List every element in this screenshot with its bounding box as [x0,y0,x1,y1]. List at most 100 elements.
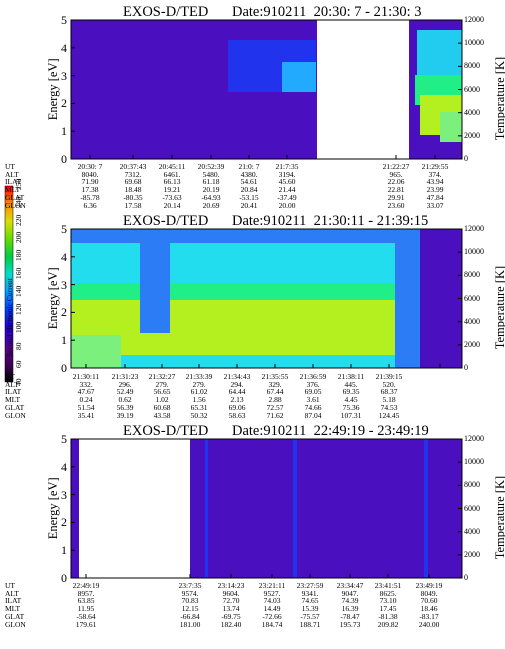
panel-3-cell-ilat: 63.85 [77,596,95,606]
panel-1-title-left: EXOS-D/TED [123,4,209,20]
panel-3-row-label-ilat: ILAT [5,596,22,606]
panel-2-cell-mlt: 3.61 [306,395,320,405]
panel-3-y2tick-label: 2000 [464,549,480,559]
panel-3-cell-glat: -81.38 [378,611,398,621]
panel-1-cell-ut: 21:0: 7 [238,162,260,171]
panel-3-cell-mlt: 16.39 [341,604,359,614]
panel-2-cell-glon: 35.41 [77,410,95,420]
panel-1-cell-glon: 20.00 [278,200,296,210]
panel-1-y2tick-label: 0 [464,154,468,163]
panel-1-y2tick-label: 8000 [464,61,480,71]
panel-3-cell-ilat: 74.39 [341,596,359,606]
panel-2-cell-glon: 124.45 [378,410,400,420]
panel-2-cell-ut: 21:35:55 [261,372,289,381]
panel-2-ytick-label: 5 [61,222,67,236]
panel-3-cell-glon: 195.73 [339,619,361,629]
panel-2-y2tick-label: 0 [464,363,468,372]
panel-2-cell-ilat: 56.65 [153,387,171,397]
panel-1-cell-alt: 5480. [202,169,220,179]
panel-2-yellow-band [71,300,401,355]
colorbar-tick-label: 220 [14,214,23,226]
panel-3-ytick-label: 5 [61,432,67,446]
panel-3-cell-glat: -78.47 [340,611,360,621]
panel-2-cell-alt: 279. [192,379,206,389]
panel-2-cell-mlt: 2.88 [268,395,282,405]
panel-1-cell-ilat: 54.61 [240,177,258,187]
panel-2-ytick-label: 4 [61,249,67,264]
panel-3-left-band [71,439,79,578]
colorbar-tick-label: 140 [14,285,23,297]
panel-3-cell-alt: 9047. [341,588,359,598]
panel-1-cell-glat: -73.63 [162,192,182,202]
panel-3-line-c [424,439,428,578]
panel-1-cell-glat: -37.49 [277,192,297,202]
panel-2-blue-top [71,229,462,243]
panel-3-cell-alt: 9604. [222,588,240,598]
panel-1-cell-mlt: 23.99 [426,185,444,195]
panel-1-cell-mlt: 22.81 [387,185,405,195]
panel-1-y2tick-label: 2000 [464,130,480,140]
panel-1-cell-ut: 20:45:11 [158,162,186,171]
panel-2-cell-alt: 294. [230,379,244,389]
panel-1-cell-ilat: 66.13 [163,177,181,187]
panel-1-cell-ut: 21:29:55 [421,162,449,171]
panel-3-cell-glon: 209.82 [377,619,399,629]
panel-1-cell-mlt: 18.48 [124,185,142,195]
panel-2-green-left [71,335,121,368]
panel-3-y2tick-label: 12000 [464,434,484,443]
panel-3-cell-alt: 9527. [263,588,281,598]
panel-3-cell-glon: 184.74 [261,619,283,629]
panel-2-cell-ilat: 69.05 [304,387,322,397]
panel-3-ytick-label: 3 [61,487,67,502]
panel-3-cell-ut: 22:49:19 [72,581,100,590]
panel-2-cell-ut: 21:33:39 [185,372,213,381]
panel-2-cell-alt: 279. [155,379,169,389]
panel-3-cell-glon: 188.71 [299,619,321,629]
panel-2-cell-alt: 445. [344,379,358,389]
panel-3-y2tick-label: 4000 [464,526,480,536]
panel-2-cell-glat: 75.36 [342,402,360,412]
colorbar-tick-label: 160 [14,267,23,280]
panel-1-ytick-label: 3 [61,68,67,83]
panel-2-y2tick-label: 12000 [464,224,484,233]
panel-3-cell-ilat: 70.83 [181,596,199,606]
panel-1-cell-glat: 29.91 [387,192,405,202]
panel-3-line-a [205,439,208,578]
panel-3-cell-mlt: 18.46 [420,604,438,614]
panel-1-cell-alt: 7312. [124,169,142,179]
panel-3-cell-glat: -66.84 [180,611,200,621]
panel-2-cell-ilat: 47.67 [77,387,95,397]
panel-3-cell-glon: 179.61 [75,619,97,629]
panel-3-y2tick-label: 6000 [464,503,480,513]
panel-1-y2tick-label: 10000 [464,38,484,48]
panel-2-y2tick-label: 10000 [464,247,484,257]
panel-3-cell-ilat: 70.60 [420,596,438,606]
panel-1-cell-ilat: 61.18 [202,177,220,187]
panel-1-cell-glon: 20.14 [163,200,181,210]
panel-3-y2tick-label: 0 [464,573,468,582]
panel-1-cell-ut: 20:52:39 [197,162,225,171]
panel-1-cell-alt: 965. [389,169,403,179]
colorbar-tick-label: 180 [14,250,23,262]
panel-2-cell-glon: 107.31 [340,410,362,420]
panel-2-cell-ut: 21:34:43 [223,372,251,381]
panel-2-cell-mlt: 0.24 [79,395,93,405]
panel-2-ytick-label: 2 [61,305,67,320]
panel-2-cell-glat: 60.68 [153,402,171,412]
panel-1-cell-glon: 33.07 [426,200,444,210]
panel-3-title-right: Date:910211 22:49:19 - 23:49:19 [232,423,429,439]
colorbar-tick-label: 100 [14,321,23,333]
panel-3-cell-glon: 181.00 [179,619,201,629]
panel-2-cell-ut: 21:32:27 [148,372,176,381]
panel-2-cell-glat: 56.39 [116,402,134,412]
colorbar-tick-label: 80 [14,342,23,351]
panel-1-cell-ilat: 69.68 [124,177,142,187]
panel-3-cell-ut: 23:49:19 [415,581,443,590]
panel-2-row-label-glon: GLON [5,410,26,420]
panel-3-violet-block [190,439,462,578]
panel-1-right-light [440,112,462,142]
panel-2-cell-alt: 329. [268,379,282,389]
panel-3-cell-glon: 182.40 [220,619,242,629]
panel-2-cell-glat: 69.06 [228,402,246,412]
panel-3-cell-ilat: 74.03 [263,596,281,606]
